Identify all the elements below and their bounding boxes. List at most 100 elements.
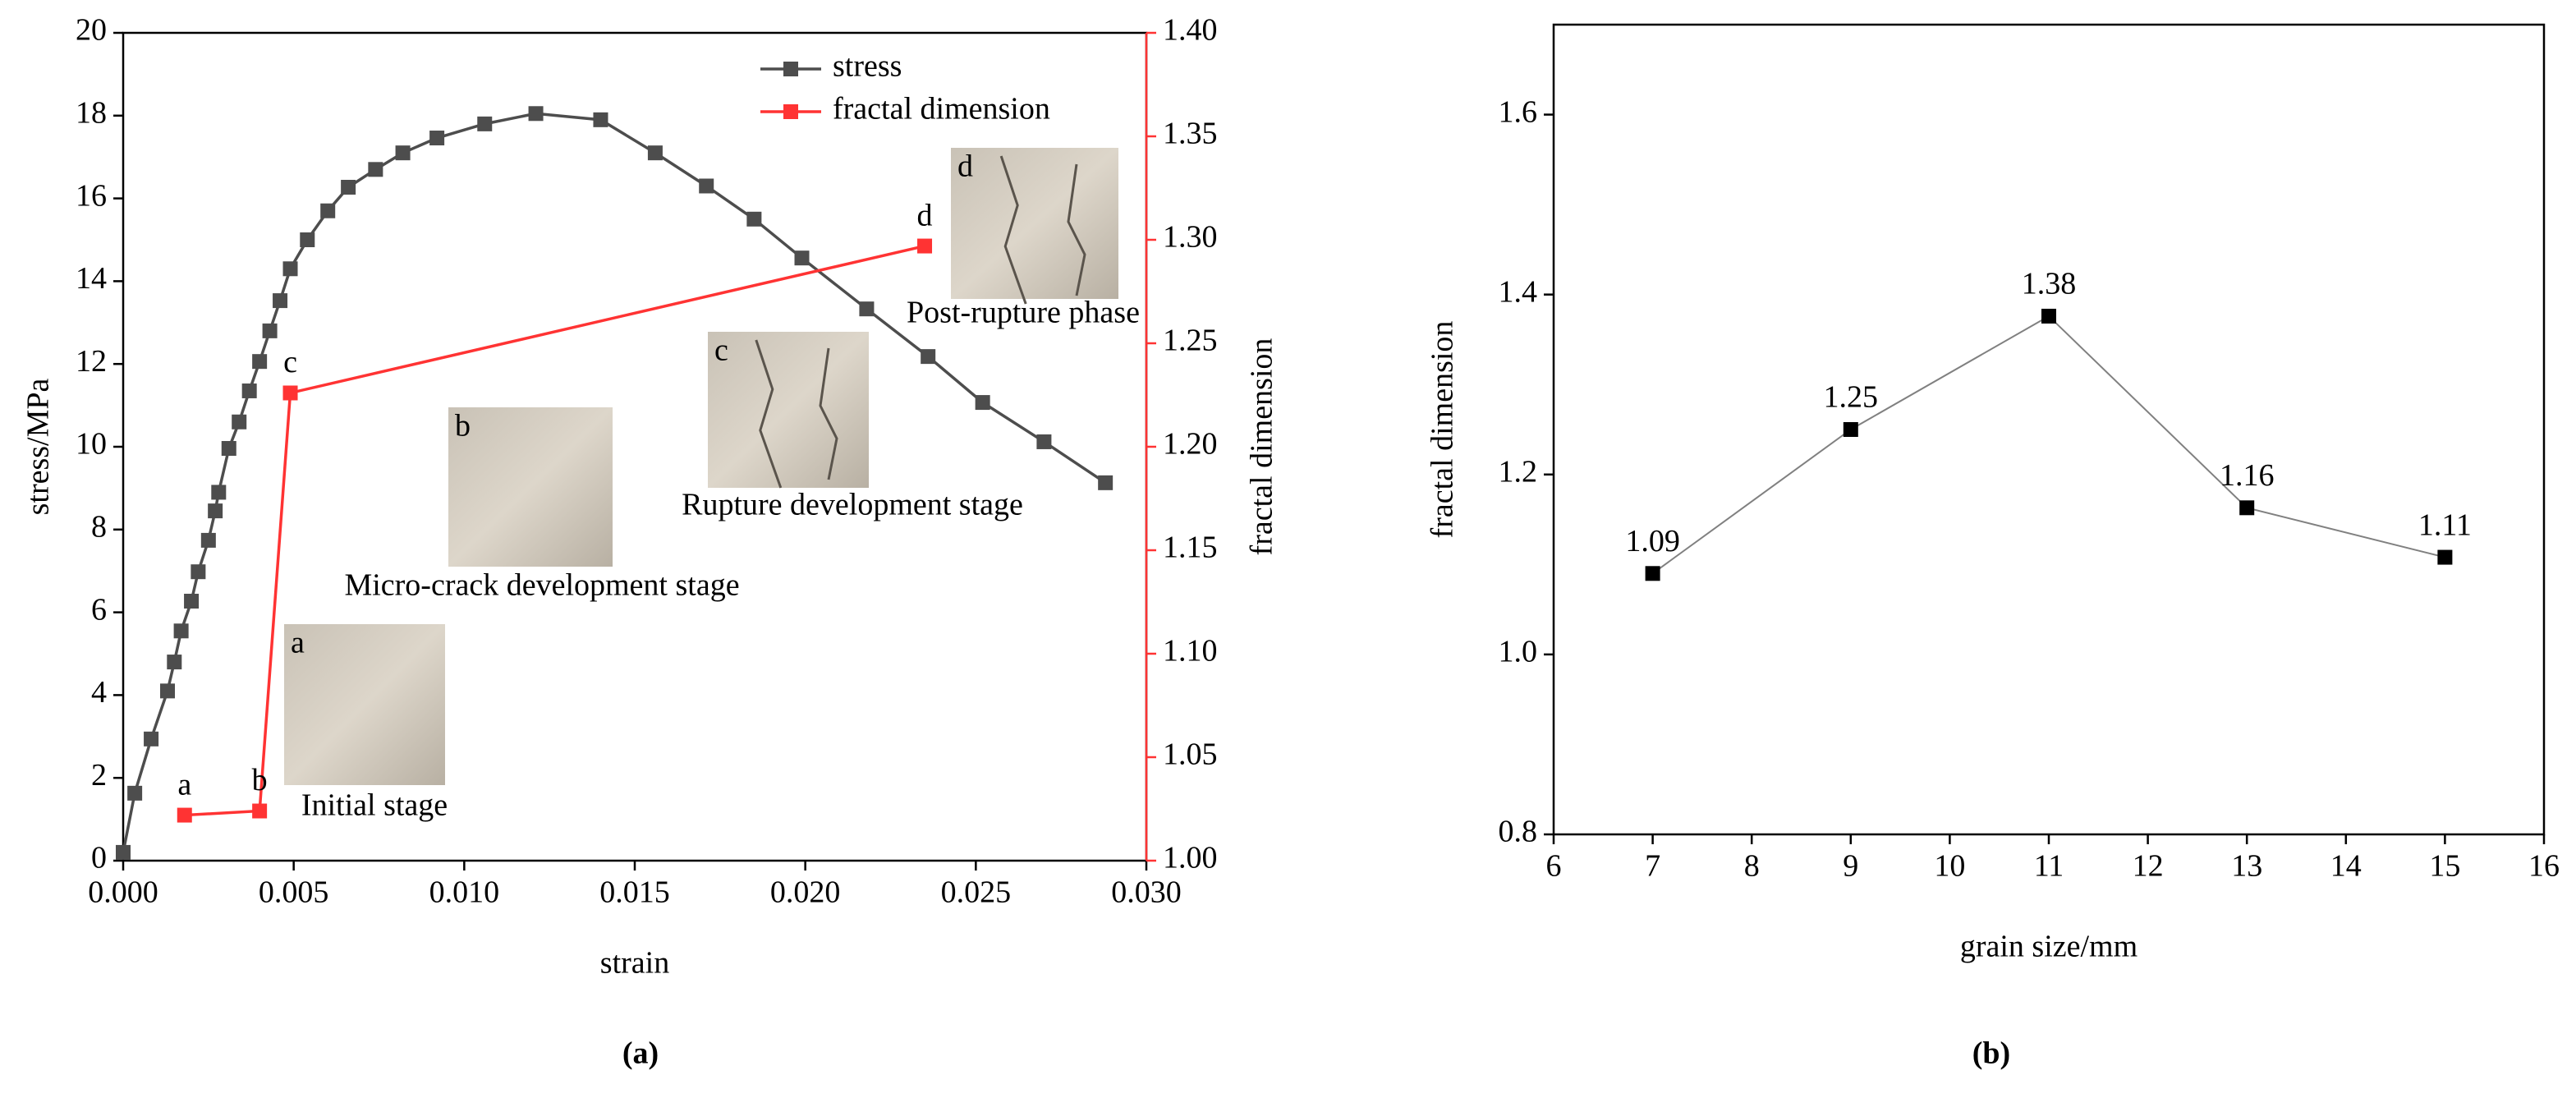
plot-frame: [1552, 23, 2546, 836]
specimen-photo: [448, 407, 613, 567]
legend-label: stress: [833, 49, 902, 84]
marker: [262, 323, 278, 338]
photo-letter: d: [957, 149, 973, 184]
marker: [429, 131, 445, 146]
value-label: 1.16: [2220, 458, 2275, 493]
legend-marker: [783, 62, 798, 76]
panel-label: (a): [622, 1036, 659, 1071]
x-tick-label: 12: [2133, 849, 2164, 884]
marker: [1645, 566, 1660, 581]
x-tick-label: 8: [1744, 849, 1760, 884]
photo-caption: Micro-crack development stage: [344, 568, 739, 603]
marker: [252, 354, 268, 370]
y-tick-label: 1.4: [1499, 274, 1538, 309]
x-axis-label: strain: [600, 946, 669, 981]
marker: [159, 683, 175, 699]
marker: [341, 179, 356, 195]
marker: [1036, 434, 1052, 449]
marker: [127, 785, 143, 801]
x-tick-label: 9: [1843, 849, 1858, 884]
marker: [232, 414, 247, 430]
marker: [1098, 475, 1114, 490]
x-tick-label: 0.030: [1111, 875, 1182, 910]
x-tick-label: 0.025: [941, 875, 1012, 910]
point-label: d: [917, 198, 933, 232]
photo-caption: Rupture development stage: [682, 488, 1023, 522]
y-tick-label: 2: [91, 758, 107, 792]
series-line: [1652, 315, 2445, 575]
marker: [320, 203, 336, 218]
y2-tick-label: 1.15: [1163, 531, 1218, 565]
marker: [300, 232, 315, 247]
y2-tick-label: 1.00: [1163, 841, 1218, 875]
specimen-photo: [951, 148, 1118, 299]
x-tick-label: 13: [2231, 849, 2262, 884]
marker: [177, 807, 192, 823]
x-tick-label: 0.000: [88, 875, 158, 910]
marker: [859, 301, 875, 317]
value-label: 1.38: [2022, 267, 2077, 301]
marker: [2239, 500, 2255, 516]
x-tick-label: 6: [1546, 849, 1562, 884]
x-tick-label: 10: [1934, 849, 1965, 884]
y-tick-label: 1.6: [1499, 94, 1538, 129]
marker: [477, 116, 493, 131]
marker: [282, 385, 298, 401]
crack: [755, 339, 783, 489]
panel-label: (b): [1972, 1036, 2010, 1071]
marker: [116, 844, 131, 860]
point-label: c: [283, 345, 297, 379]
y-axis-label: fractal dimension: [1426, 321, 1460, 539]
marker: [368, 162, 383, 177]
marker: [917, 238, 933, 254]
marker: [167, 655, 182, 670]
y2-tick-label: 1.30: [1163, 220, 1218, 255]
y-tick-label: 8: [91, 510, 107, 544]
marker: [211, 485, 227, 500]
crack: [1067, 163, 1086, 296]
marker: [191, 564, 206, 580]
y2-tick-label: 1.40: [1163, 13, 1218, 48]
y-tick-label: 16: [76, 178, 107, 213]
y-tick-label: 6: [91, 592, 107, 627]
photo-letter: c: [714, 333, 728, 368]
marker: [746, 211, 762, 227]
y2-tick-label: 1.05: [1163, 737, 1218, 772]
x-tick-label: 0.010: [429, 875, 500, 910]
x-tick-label: 16: [2528, 849, 2560, 884]
x-tick-label: 0.020: [770, 875, 841, 910]
marker: [2041, 308, 2056, 324]
y-tick-label: 0.8: [1499, 815, 1538, 849]
photo-caption: Post-rupture phase: [907, 296, 1140, 330]
point-label: b: [252, 763, 268, 797]
y-tick-label: 14: [76, 261, 107, 296]
marker: [241, 383, 257, 398]
y2-axis-label: fractal dimension: [1245, 338, 1279, 556]
y-tick-label: 20: [76, 13, 107, 48]
y-tick-label: 12: [76, 344, 107, 379]
marker: [200, 532, 216, 548]
legend-label: fractal dimension: [833, 92, 1050, 126]
marker: [699, 178, 714, 194]
crack: [819, 347, 838, 480]
marker: [593, 112, 608, 127]
marker: [173, 623, 189, 639]
y2-tick-label: 1.10: [1163, 634, 1218, 668]
marker: [144, 731, 159, 747]
y-tick-label: 1.0: [1499, 635, 1538, 669]
x-tick-label: 0.005: [259, 875, 329, 910]
y2-tick-label: 1.20: [1163, 427, 1218, 462]
value-label: 1.09: [1625, 524, 1680, 558]
y-tick-label: 0: [91, 841, 107, 875]
marker: [921, 349, 936, 365]
marker: [252, 803, 268, 819]
x-tick-label: 7: [1645, 849, 1660, 884]
marker: [221, 441, 236, 457]
value-label: 1.25: [1824, 380, 1879, 415]
marker: [647, 145, 663, 161]
y-tick-label: 1.2: [1499, 454, 1538, 489]
value-label: 1.11: [2418, 508, 2472, 542]
x-axis-label: grain size/mm: [1960, 930, 2137, 964]
point-label: a: [177, 767, 191, 802]
